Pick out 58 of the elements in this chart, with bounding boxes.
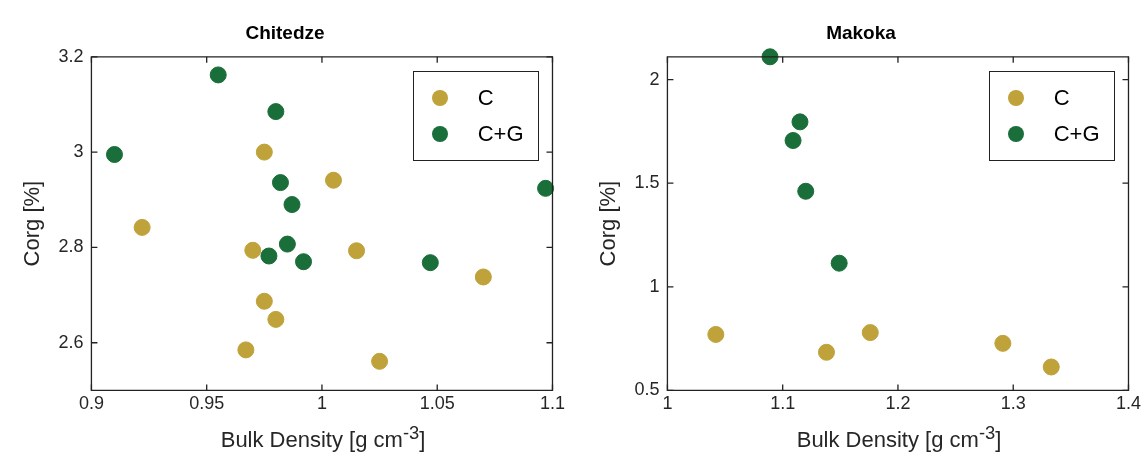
y-tick-label: 1 bbox=[649, 275, 660, 296]
legend-label: C+G bbox=[477, 120, 524, 147]
point bbox=[761, 48, 779, 66]
point bbox=[707, 325, 725, 343]
point bbox=[267, 310, 285, 328]
point bbox=[830, 254, 848, 272]
y-tick-label: 2.8 bbox=[58, 236, 84, 257]
y-tick-label: 2.6 bbox=[58, 331, 84, 352]
point bbox=[348, 242, 366, 260]
point bbox=[295, 253, 313, 271]
point bbox=[474, 268, 492, 286]
point bbox=[784, 132, 802, 150]
x-tick-label: 1.2 bbox=[885, 393, 911, 414]
point bbox=[817, 343, 835, 361]
point bbox=[994, 334, 1012, 352]
chart-title: Makoka bbox=[826, 21, 897, 43]
x-tick-label: 1 bbox=[662, 393, 673, 414]
y-axis-title: Corg [%] bbox=[595, 180, 621, 267]
point bbox=[255, 292, 273, 310]
x-axis-title: Bulk Density [g cm$^{-3}$] bbox=[795, 421, 1003, 455]
point bbox=[421, 254, 439, 272]
point bbox=[1042, 358, 1060, 376]
x-tick-label: 1.4 bbox=[1115, 393, 1141, 414]
point bbox=[255, 143, 273, 161]
point bbox=[267, 103, 285, 121]
y-tick-label: 3 bbox=[73, 141, 84, 162]
y-tick-label: 3.2 bbox=[58, 45, 84, 66]
x-tick-label: 0.9 bbox=[78, 393, 104, 414]
point bbox=[861, 324, 879, 342]
point bbox=[324, 171, 342, 189]
point bbox=[371, 352, 389, 370]
chart-title: Chitedze bbox=[245, 21, 325, 43]
y-tick-label: 1.5 bbox=[634, 172, 660, 193]
point bbox=[260, 247, 278, 265]
point bbox=[537, 179, 555, 197]
x-tick-label: 1 bbox=[316, 393, 327, 414]
point bbox=[797, 182, 815, 200]
point bbox=[133, 218, 151, 236]
legend-label: C+G bbox=[1053, 120, 1100, 147]
x-axis-title: Bulk Density [g cm$^{-3}$] bbox=[219, 421, 427, 455]
point bbox=[209, 66, 227, 84]
point bbox=[791, 113, 809, 131]
x-tick-label: 1.1 bbox=[770, 393, 796, 414]
x-tick-label: 1.1 bbox=[539, 393, 565, 414]
x-tick-label: 1.3 bbox=[1000, 393, 1026, 414]
point bbox=[271, 174, 289, 192]
x-tick-label: 0.95 bbox=[189, 393, 225, 414]
y-axis-title: Corg [%] bbox=[19, 180, 45, 267]
point bbox=[244, 241, 262, 259]
point bbox=[283, 196, 301, 214]
point bbox=[105, 146, 123, 163]
y-tick-label: 0.5 bbox=[634, 379, 660, 400]
legend-label: C bbox=[1053, 84, 1070, 111]
y-tick-label: 2 bbox=[649, 68, 660, 89]
point bbox=[237, 341, 255, 359]
legend-label: C bbox=[477, 84, 494, 111]
point bbox=[278, 235, 296, 253]
x-tick-label: 1.05 bbox=[419, 393, 455, 414]
